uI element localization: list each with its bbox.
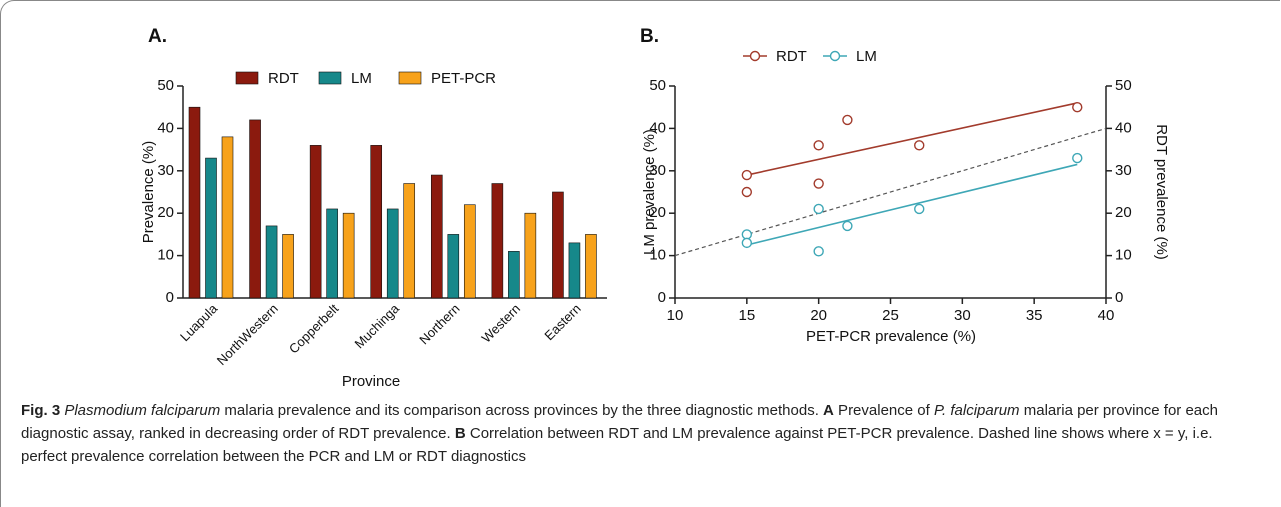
y-tick-label: 40 [1115, 119, 1132, 136]
y-tick-label: 40 [157, 119, 174, 136]
y2-axis-label: RDT prevalence (%) [1153, 124, 1170, 260]
bar [447, 234, 460, 299]
point [813, 140, 824, 151]
caption-text: malaria per province for each diagnostic… [21, 402, 1223, 442]
caption-text: Prevalence of [833, 402, 934, 419]
point [813, 178, 824, 189]
x-tick-label: 15 [738, 307, 755, 324]
caption-text: B [454, 425, 466, 442]
legend-swatch [235, 71, 259, 85]
bar [386, 208, 399, 299]
legend-marker [749, 50, 761, 62]
bar [205, 157, 217, 299]
caption-text: malaria prevalence and its comparison ac… [220, 402, 824, 419]
x-tick-label: Copperbelt [286, 301, 342, 357]
caption-text: Fig. 3 [21, 402, 61, 419]
legend-label: LM [856, 48, 877, 65]
bar [568, 242, 581, 299]
fit-line [746, 102, 1078, 176]
bar [342, 212, 355, 299]
point [1072, 152, 1083, 164]
x-tick-label: Western [478, 301, 523, 346]
point [741, 186, 753, 198]
y-tick-label: 0 [1115, 289, 1123, 306]
y-tick-label: 40 [649, 119, 666, 136]
bar [403, 183, 416, 299]
x-tick-label: 30 [954, 307, 971, 324]
x-tick-label: Luapula [177, 300, 221, 344]
caption: Fig. 3 Plasmodium falciparum malaria pre… [21, 399, 1261, 468]
y-tick-label: 0 [658, 289, 666, 306]
legend-label: RDT [268, 70, 299, 87]
bar [326, 208, 338, 299]
x-tick-label: 20 [810, 307, 827, 324]
legend-label: PET-PCR [431, 70, 496, 87]
bar [430, 174, 443, 299]
x-tick-label: NorthWestern [214, 301, 281, 368]
x-axis-label: Province [342, 373, 400, 390]
bar [508, 251, 520, 299]
legend-swatch [398, 71, 422, 85]
fit-line [746, 163, 1078, 246]
y-tick-label: 30 [157, 162, 174, 179]
point [813, 246, 824, 257]
bar [188, 106, 201, 299]
bar [282, 234, 294, 299]
bar [491, 183, 504, 299]
legend-label: LM [351, 70, 372, 87]
caption-text: Correlation between RDT and LM prevalenc… [21, 425, 1217, 465]
point [741, 229, 753, 240]
y-tick-label: 30 [1115, 162, 1132, 179]
legend-label: RDT [776, 48, 807, 65]
y-tick-label: 30 [649, 162, 666, 179]
point [741, 169, 753, 181]
bar [585, 234, 597, 299]
x-tick-label: Muchinga [352, 300, 403, 351]
x-tick-label: 40 [1098, 307, 1115, 324]
y-tick-label: 10 [1115, 247, 1132, 264]
identity-line [674, 127, 1107, 257]
y-tick-label: 20 [649, 204, 666, 221]
caption-text: P. falciparum [933, 402, 1020, 419]
point [1072, 101, 1083, 113]
y-tick-label: 10 [649, 247, 666, 264]
point [914, 203, 925, 215]
x-tick-label: Eastern [541, 301, 583, 343]
y-tick-label: 0 [166, 289, 174, 306]
caption-text: Plasmodium falciparum [60, 402, 221, 419]
y-axis-label: Prevalence (%) [140, 141, 157, 244]
x-tick-label: 10 [667, 307, 684, 324]
x-tick-label: 25 [882, 307, 899, 324]
x-axis-label: PET-PCR prevalence (%) [806, 328, 976, 345]
bar [309, 145, 322, 299]
y-tick-label: 50 [649, 77, 666, 94]
bar [463, 204, 476, 299]
y-tick-label: 50 [157, 77, 174, 94]
legend-marker [829, 50, 841, 62]
point [914, 140, 925, 151]
y-tick-label: 50 [1115, 77, 1132, 94]
bar [552, 191, 564, 299]
x-tick-label: 35 [1026, 307, 1043, 324]
panel-label: A. [148, 26, 167, 47]
bar [265, 225, 278, 299]
bar [249, 119, 261, 299]
y-tick-label: 20 [1115, 204, 1132, 221]
bar [370, 145, 383, 299]
y-tick-label: 10 [157, 247, 174, 264]
point [813, 203, 824, 215]
y-tick-label: 20 [157, 204, 174, 221]
y-axis-label: LM prevalence (%) [641, 129, 658, 255]
point [741, 237, 753, 249]
point [842, 220, 853, 232]
panel-label: B. [640, 26, 659, 47]
x-tick-label: Northern [416, 301, 462, 347]
caption-text: A [823, 402, 834, 419]
bar [221, 136, 234, 299]
point [842, 114, 853, 126]
legend-swatch [318, 71, 342, 85]
bar [524, 212, 537, 299]
